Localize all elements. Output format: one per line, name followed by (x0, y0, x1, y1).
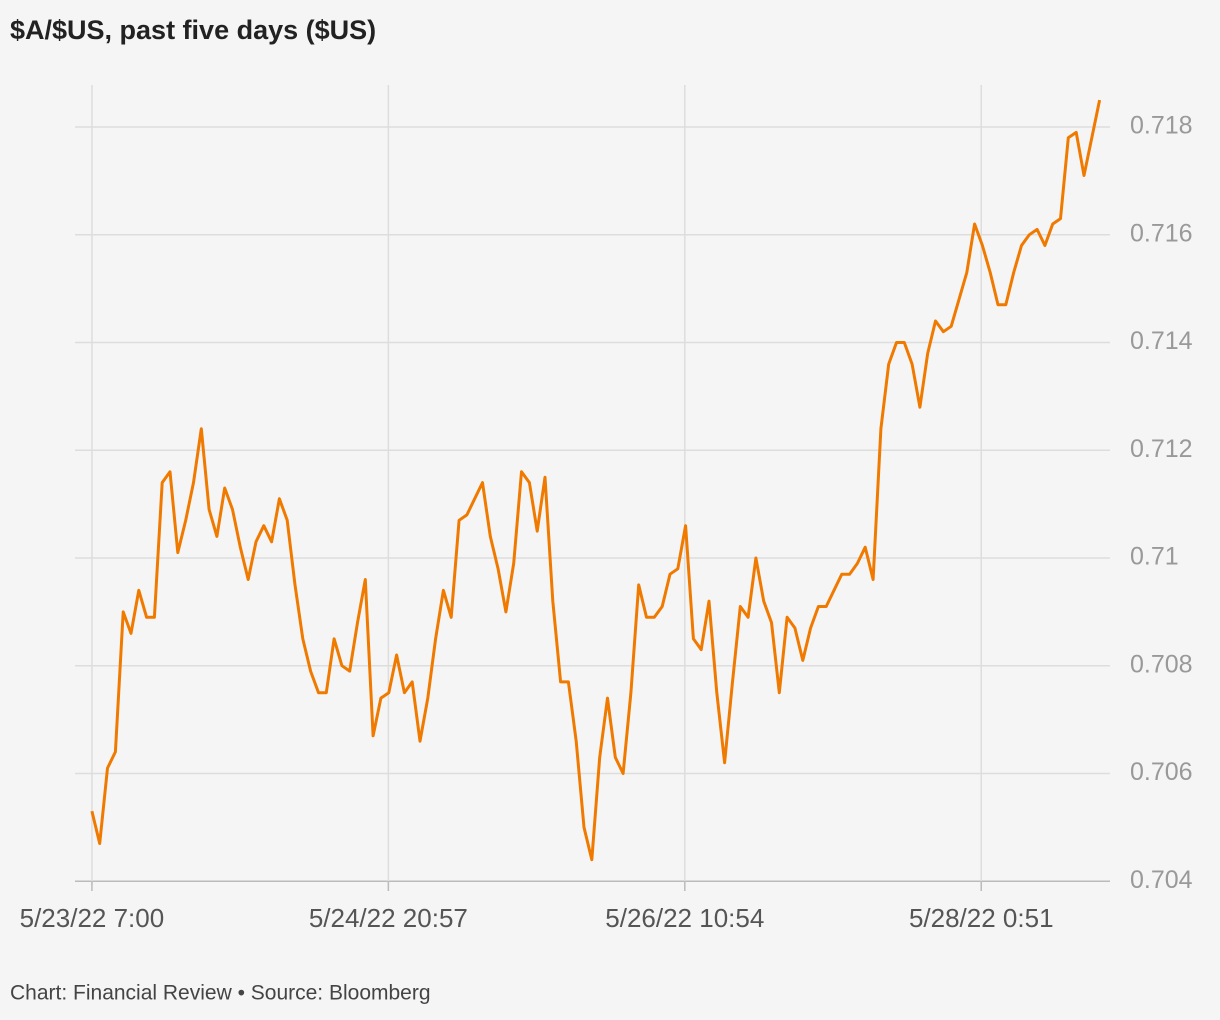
line (90, 99, 1102, 862)
x-tick-label: 5/23/22 7:00 (20, 903, 165, 933)
y-tick-label: 0.714 (1130, 327, 1193, 355)
y-tick-label: 0.708 (1130, 650, 1193, 678)
y-tick-label: 0.706 (1130, 758, 1193, 786)
y-tick-label: 0.712 (1130, 435, 1193, 463)
x-tick-label: 5/28/22 0:51 (909, 903, 1054, 933)
x-tick-label: 5/24/22 20:57 (309, 903, 468, 933)
chart-title: $A/$US, past five days ($US) (10, 15, 376, 45)
y-tick-label: 0.716 (1130, 219, 1193, 247)
x-tick-label: 5/26/22 10:54 (605, 903, 764, 933)
footer: Chart: Financial Review • Source: Bloomb… (10, 982, 431, 1005)
y-tick-label: 0.718 (1130, 112, 1193, 140)
y-tick-label: 0.71 (1130, 543, 1179, 571)
y-tick-label: 0.704 (1130, 866, 1193, 894)
